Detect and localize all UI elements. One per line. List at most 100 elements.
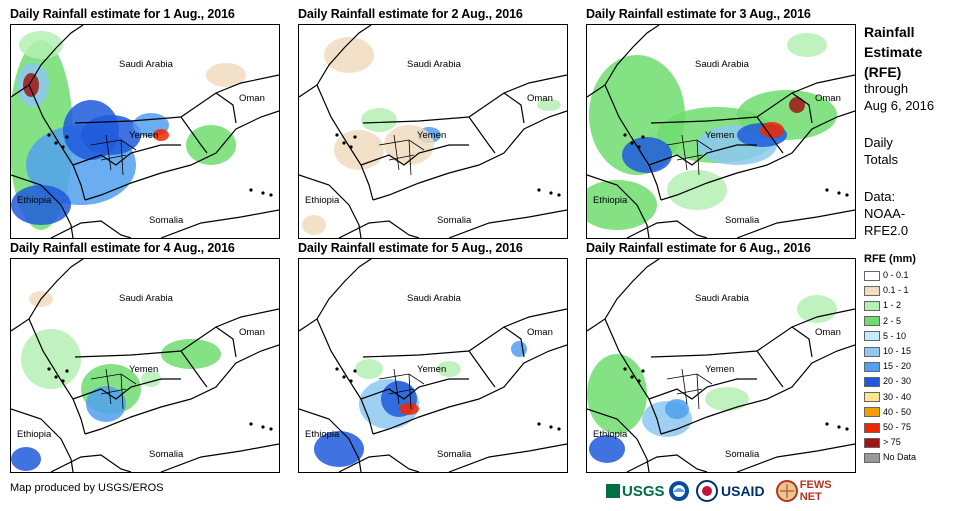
legend-swatch bbox=[864, 392, 880, 403]
map-canvas bbox=[587, 259, 855, 472]
country-label-ethiopia: Ethiopia bbox=[593, 429, 628, 440]
legend-swatch bbox=[864, 377, 880, 388]
rainfall-map: Saudi Arabia Oman Yemen Ethiopia Somalia bbox=[586, 258, 856, 473]
island bbox=[537, 188, 541, 192]
island bbox=[837, 425, 841, 429]
rainfall-panel-3: Daily Rainfall estimate for 3 Aug., 2016… bbox=[586, 7, 856, 240]
legend-label: 40 - 50 bbox=[883, 406, 912, 417]
side-data-source: Data: NOAA- RFE2.0 bbox=[864, 188, 908, 239]
island bbox=[65, 135, 69, 139]
country-border bbox=[362, 308, 567, 358]
usgs-wave-icon bbox=[606, 484, 620, 498]
country-border bbox=[362, 74, 567, 124]
side-title-line: (RFE) bbox=[864, 64, 902, 80]
country-border bbox=[338, 220, 420, 238]
island bbox=[845, 427, 849, 431]
island bbox=[335, 133, 339, 137]
rainfall-patch bbox=[705, 387, 749, 411]
legend-item: 5 - 10 bbox=[864, 330, 906, 342]
island bbox=[249, 188, 253, 192]
district-borders bbox=[378, 368, 425, 410]
legend-swatch bbox=[864, 422, 880, 433]
country-border bbox=[756, 116, 784, 154]
rainfall-map: Saudi Arabia Oman Yemen Ethiopia Somalia bbox=[10, 258, 280, 473]
fews-logo-text: FEWS NET bbox=[799, 479, 832, 503]
side-date: Aug 6, 2016 bbox=[864, 98, 935, 113]
country-border bbox=[360, 378, 469, 400]
island bbox=[825, 188, 829, 192]
island bbox=[349, 145, 353, 149]
legend-label: 5 - 10 bbox=[883, 330, 907, 341]
country-label-somalia: Somalia bbox=[725, 215, 760, 226]
country-border bbox=[74, 74, 279, 124]
legend-swatch bbox=[864, 437, 880, 448]
side-data-label: Data: bbox=[864, 189, 896, 204]
legend-swatch bbox=[864, 316, 880, 327]
island bbox=[623, 367, 627, 371]
rainfall-map: Saudi Arabia Oman Yemen Ethiopia Somalia bbox=[298, 258, 568, 473]
country-border bbox=[180, 350, 208, 388]
side-totals: Totals bbox=[864, 152, 898, 167]
country-label-oman: Oman bbox=[239, 327, 265, 338]
country-label-saudi-arabia: Saudi Arabia bbox=[119, 293, 173, 304]
country-label-ethiopia: Ethiopia bbox=[17, 429, 52, 440]
country-label-ethiopia: Ethiopia bbox=[593, 195, 628, 206]
country-label-somalia: Somalia bbox=[437, 215, 472, 226]
rainfall-patch bbox=[789, 97, 805, 113]
panel-title: Daily Rainfall estimate for 4 Aug., 2016 bbox=[10, 241, 235, 255]
rainfall-patch bbox=[186, 125, 236, 165]
map-canvas bbox=[11, 259, 279, 472]
island bbox=[261, 425, 265, 429]
island bbox=[825, 422, 829, 426]
island bbox=[637, 145, 641, 149]
rainfall-patch bbox=[511, 341, 527, 357]
country-border bbox=[299, 259, 372, 332]
legend-item: 50 - 75 bbox=[864, 421, 911, 433]
country-label-somalia: Somalia bbox=[149, 449, 184, 460]
country-label-yemen: Yemen bbox=[129, 130, 159, 141]
rainfall-patch bbox=[587, 354, 647, 434]
country-border bbox=[299, 174, 362, 238]
rainfall-patch bbox=[23, 73, 39, 97]
country-border bbox=[626, 454, 708, 472]
country-label-saudi-arabia: Saudi Arabia bbox=[695, 59, 749, 70]
rainfall-patch bbox=[86, 386, 126, 422]
rainfall-patch bbox=[537, 99, 561, 111]
rainfall-patch bbox=[334, 130, 384, 170]
legend-label: 1 - 2 bbox=[883, 300, 902, 311]
country-border bbox=[626, 220, 708, 238]
side-title-line: Estimate bbox=[864, 44, 923, 60]
district-borders bbox=[666, 134, 713, 176]
island bbox=[335, 367, 339, 371]
rainfall-patch bbox=[622, 137, 672, 173]
fews-logo: FEWS NET bbox=[776, 478, 856, 504]
noaa-seal-icon bbox=[669, 481, 689, 501]
district-borders bbox=[90, 134, 137, 176]
usaid-seal-icon bbox=[696, 480, 718, 502]
island bbox=[537, 422, 541, 426]
country-border bbox=[160, 443, 279, 472]
legend-item: 30 - 40 bbox=[864, 391, 911, 403]
country-label-saudi-arabia: Saudi Arabia bbox=[407, 59, 461, 70]
usaid-logo: USAID bbox=[721, 478, 765, 504]
country-label-yemen: Yemen bbox=[417, 364, 447, 375]
island bbox=[353, 369, 357, 373]
legend-label: 50 - 75 bbox=[883, 422, 912, 432]
island bbox=[269, 193, 273, 197]
country-label-saudi-arabia: Saudi Arabia bbox=[695, 293, 749, 304]
country-border bbox=[74, 308, 279, 358]
country-border bbox=[215, 92, 237, 124]
rainfall-patch bbox=[760, 122, 784, 138]
country-border bbox=[736, 209, 855, 238]
island bbox=[623, 133, 627, 137]
country-border bbox=[84, 110, 279, 201]
side-daily: Daily bbox=[864, 135, 893, 150]
country-border bbox=[650, 308, 855, 358]
rainfall-patch bbox=[314, 431, 364, 467]
country-label-somalia: Somalia bbox=[437, 449, 472, 460]
rainfall-patch bbox=[63, 100, 119, 160]
island bbox=[557, 427, 561, 431]
island bbox=[641, 135, 645, 139]
usgs-logo-text: USGS bbox=[622, 482, 665, 500]
noaa-logo bbox=[668, 478, 690, 504]
